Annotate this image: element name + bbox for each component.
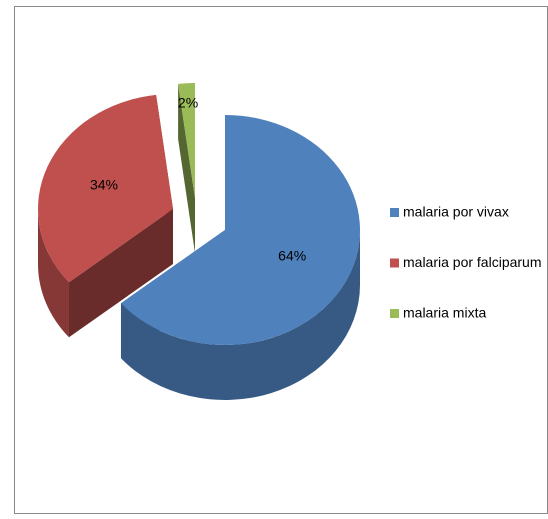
slice-side-face — [178, 83, 195, 254]
slice-wall — [38, 209, 69, 338]
slice-side-face — [68, 209, 173, 338]
pie-slice — [120, 115, 360, 346]
slice-wall — [120, 230, 360, 400]
data-label: 34% — [90, 176, 118, 192]
legend-label: malaria por falciparum — [403, 254, 542, 270]
legend-swatch — [390, 258, 399, 268]
pie-slice — [178, 83, 195, 198]
legend-swatch — [390, 208, 399, 217]
data-label: 64% — [278, 248, 306, 264]
pie-slice — [38, 94, 174, 283]
legend-label: malaria por vivax — [403, 204, 509, 220]
data-label: 2% — [178, 95, 198, 111]
legend-swatch — [390, 309, 399, 318]
legend-label: malaria mixta — [403, 305, 486, 321]
